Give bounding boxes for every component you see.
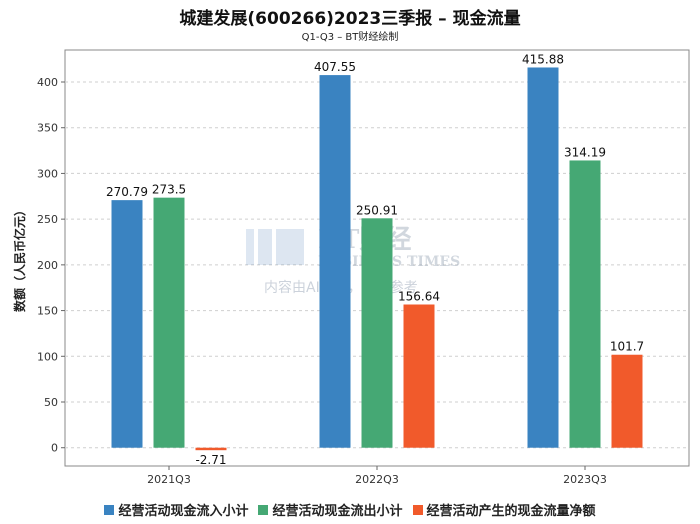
y-tick-label: 150 <box>37 305 58 318</box>
x-tick-label: 2021Q3 <box>147 473 191 486</box>
legend-swatch-net <box>412 504 423 515</box>
chart-subtitle: Q1-Q3 – BT财经绘制 <box>301 32 399 43</box>
data-label: -2.71 <box>195 453 226 467</box>
bar-outflow <box>153 197 185 448</box>
data-label: 407.55 <box>314 60 356 74</box>
data-label: 415.88 <box>522 52 564 66</box>
x-tick-label: 2023Q3 <box>563 473 607 486</box>
y-tick-label: 250 <box>37 213 58 226</box>
bar-outflow <box>361 218 393 448</box>
bar-net <box>403 304 435 448</box>
bar-net <box>611 354 643 448</box>
y-tick-label: 400 <box>37 76 58 89</box>
data-label: 273.5 <box>152 183 186 197</box>
bar-outflow <box>569 160 601 448</box>
watermark-logo-bar <box>246 229 254 265</box>
y-axis-label: 数额（人民币亿元） <box>12 204 27 312</box>
bar-net <box>195 447 227 451</box>
watermark-logo-bar <box>276 229 304 265</box>
legend-item-net: 经营活动产生的现金流量净额 <box>412 500 596 519</box>
legend-swatch-inflow <box>104 504 115 515</box>
y-tick-label: 50 <box>44 396 58 409</box>
bar-inflow <box>319 75 351 448</box>
legend-swatch-outflow <box>258 504 269 515</box>
bar-inflow <box>111 200 143 448</box>
data-label: 270.79 <box>106 185 148 199</box>
data-label: 156.64 <box>398 290 440 304</box>
legend-label-net: 经营活动产生的现金流量净额 <box>426 504 596 519</box>
y-tick-label: 350 <box>37 122 58 135</box>
bar-inflow <box>527 67 559 448</box>
y-tick-label: 200 <box>37 259 58 272</box>
legend-label-outflow: 经营活动现金流出小计 <box>272 504 403 519</box>
legend-item-inflow: 经营活动现金流入小计 <box>104 500 248 519</box>
chart-title: 城建发展(600266)2023三季报 – 现金流量 <box>179 9 521 29</box>
y-tick-label: 100 <box>37 350 58 363</box>
data-label: 101.7 <box>610 340 644 354</box>
x-tick-label: 2022Q3 <box>355 473 399 486</box>
watermark-logo-bar <box>258 229 272 265</box>
legend-label-inflow: 经营活动现金流入小计 <box>118 504 249 519</box>
legend-item-outflow: 经营活动现金流出小计 <box>258 500 403 519</box>
data-label: 250.91 <box>356 203 398 217</box>
y-tick-label: 0 <box>51 442 58 455</box>
y-tick-label: 300 <box>37 167 58 180</box>
data-label: 314.19 <box>564 145 606 159</box>
legend: 经营活动现金流入小计 经营活动现金流出小计 经营活动产生的现金流量净额 <box>0 500 700 519</box>
